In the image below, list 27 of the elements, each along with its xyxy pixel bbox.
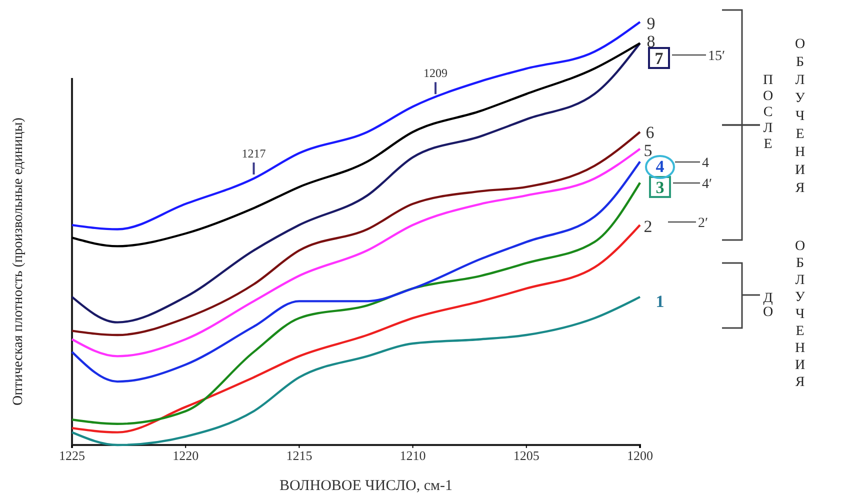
series-label: 3 — [656, 178, 664, 197]
text: 15′ — [708, 49, 726, 64]
x-tick-label: 1200 — [627, 448, 653, 464]
text: 2′ — [698, 216, 708, 231]
series-label: 9 — [646, 14, 656, 33]
series-label: 7 — [654, 49, 664, 68]
text: 4 — [702, 156, 709, 171]
annotation: 1209 — [424, 66, 448, 80]
x-tick-label: 1215 — [286, 448, 312, 464]
y-axis-title: Оптическая плотность (произвольные единицы) — [11, 117, 26, 406]
series-label: 6 — [646, 123, 654, 142]
x-tick-label: 1220 — [172, 448, 199, 464]
text: ОБЛУЧЕНИЯ — [794, 239, 806, 390]
x-axis-title: ВОЛНОВОЕ ЧИСЛО, см-1 — [279, 478, 453, 494]
series-label: 8 — [646, 32, 656, 51]
series-label: 5 — [644, 141, 652, 160]
series-label: 1 — [656, 292, 664, 311]
text: ДО — [762, 291, 774, 320]
series-label: 4 — [656, 157, 665, 176]
series-label: 2 — [644, 217, 652, 236]
annotation: 1217 — [242, 146, 266, 161]
x-tick-label: 1225 — [59, 448, 85, 464]
text: ОБЛУЧЕНИЯ — [794, 37, 806, 196]
x-tick-label: 1210 — [400, 448, 426, 464]
x-tick-label: 1205 — [513, 448, 540, 464]
text: ПОСЛЕ — [762, 73, 774, 152]
text: 4′ — [702, 177, 712, 192]
